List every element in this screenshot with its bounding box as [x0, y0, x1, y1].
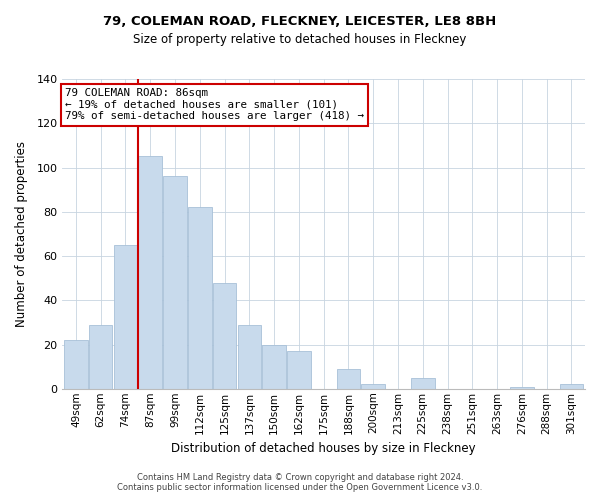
- Bar: [337, 369, 360, 389]
- Text: 79, COLEMAN ROAD, FLECKNEY, LEICESTER, LE8 8BH: 79, COLEMAN ROAD, FLECKNEY, LEICESTER, L…: [103, 15, 497, 28]
- Bar: [262, 344, 286, 389]
- Y-axis label: Number of detached properties: Number of detached properties: [15, 141, 28, 327]
- Bar: [213, 282, 236, 389]
- Bar: [139, 156, 162, 389]
- Bar: [411, 378, 434, 389]
- Bar: [361, 384, 385, 389]
- Text: Contains HM Land Registry data © Crown copyright and database right 2024.
Contai: Contains HM Land Registry data © Crown c…: [118, 473, 482, 492]
- Bar: [114, 245, 137, 389]
- Bar: [287, 351, 311, 389]
- Bar: [188, 208, 212, 389]
- Bar: [64, 340, 88, 389]
- Text: Size of property relative to detached houses in Fleckney: Size of property relative to detached ho…: [133, 32, 467, 46]
- Bar: [510, 386, 533, 389]
- Text: 79 COLEMAN ROAD: 86sqm
← 19% of detached houses are smaller (101)
79% of semi-de: 79 COLEMAN ROAD: 86sqm ← 19% of detached…: [65, 88, 364, 122]
- Bar: [238, 324, 261, 389]
- Bar: [163, 176, 187, 389]
- X-axis label: Distribution of detached houses by size in Fleckney: Distribution of detached houses by size …: [172, 442, 476, 455]
- Bar: [89, 324, 112, 389]
- Bar: [560, 384, 583, 389]
